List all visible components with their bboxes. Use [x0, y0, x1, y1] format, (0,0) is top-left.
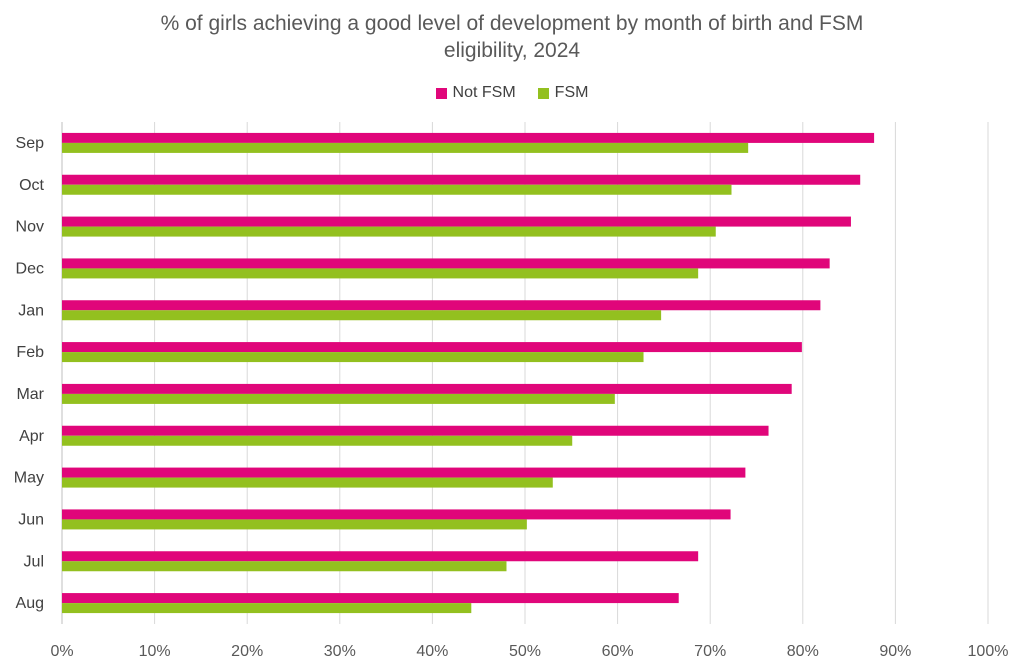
y-category-label: Apr	[19, 428, 45, 445]
x-tick-label: 60%	[602, 643, 634, 660]
bar-fsm	[62, 226, 716, 237]
bar-not-fsm	[62, 300, 821, 311]
bar-fsm	[62, 352, 644, 363]
bar-fsm	[62, 603, 472, 614]
legend-label-not-fsm: Not FSM	[452, 84, 516, 101]
y-category-label: Dec	[16, 260, 44, 277]
chart-title: % of girls achieving a good level of dev…	[0, 10, 1024, 64]
bar-fsm	[62, 310, 662, 321]
bar-not-fsm	[62, 425, 769, 436]
bar-not-fsm	[62, 551, 699, 562]
bar-fsm	[62, 519, 527, 530]
y-category-label: Sep	[16, 135, 45, 152]
legend-label-fsm: FSM	[554, 84, 589, 101]
legend-item-not-fsm: Not FSM	[435, 84, 516, 102]
y-category-label: Nov	[16, 219, 44, 236]
y-category-label: Mar	[16, 386, 44, 403]
x-tick-label: 40%	[416, 643, 448, 660]
bar-fsm	[62, 184, 732, 195]
legend-swatch-fsm	[537, 87, 549, 99]
chart-title-line-2: eligibility, 2024	[443, 39, 581, 62]
x-tick-label: 70%	[694, 643, 726, 660]
legend: Not FSM FSM	[0, 84, 1024, 102]
x-tick-label: 20%	[231, 643, 263, 660]
legend-item-fsm: FSM	[537, 84, 589, 102]
bar-not-fsm	[62, 174, 861, 185]
bar-fsm	[62, 477, 553, 488]
bar-not-fsm	[62, 467, 746, 478]
y-category-label: Jan	[18, 302, 44, 319]
bar-not-fsm	[62, 593, 679, 604]
x-tick-label: 50%	[509, 643, 541, 660]
bar-fsm	[62, 435, 573, 446]
bar-not-fsm	[62, 132, 875, 143]
bar-not-fsm	[62, 383, 792, 394]
bar-fsm	[62, 268, 699, 279]
y-category-label: Jun	[18, 511, 44, 528]
y-category-label: Oct	[19, 177, 44, 194]
chart-title-line-1: % of girls achieving a good level of dev…	[160, 12, 864, 35]
bar-not-fsm	[62, 258, 830, 269]
bar-fsm	[62, 393, 615, 404]
bar-not-fsm	[62, 509, 731, 520]
x-tick-label: 90%	[879, 643, 911, 660]
x-tick-label: 30%	[324, 643, 356, 660]
x-tick-label: 0%	[50, 643, 73, 660]
y-category-label: Aug	[16, 595, 44, 612]
x-tick-label: 80%	[787, 643, 819, 660]
y-category-label: May	[14, 470, 44, 487]
bar-fsm	[62, 561, 507, 572]
bar-fsm	[62, 142, 749, 153]
x-tick-label: 10%	[139, 643, 171, 660]
x-tick-label: 100%	[968, 643, 1009, 660]
legend-swatch-not-fsm	[435, 87, 447, 99]
bar-not-fsm	[62, 342, 802, 353]
bar-not-fsm	[62, 216, 851, 227]
y-category-label: Feb	[16, 344, 44, 361]
y-category-label: Jul	[24, 553, 44, 570]
